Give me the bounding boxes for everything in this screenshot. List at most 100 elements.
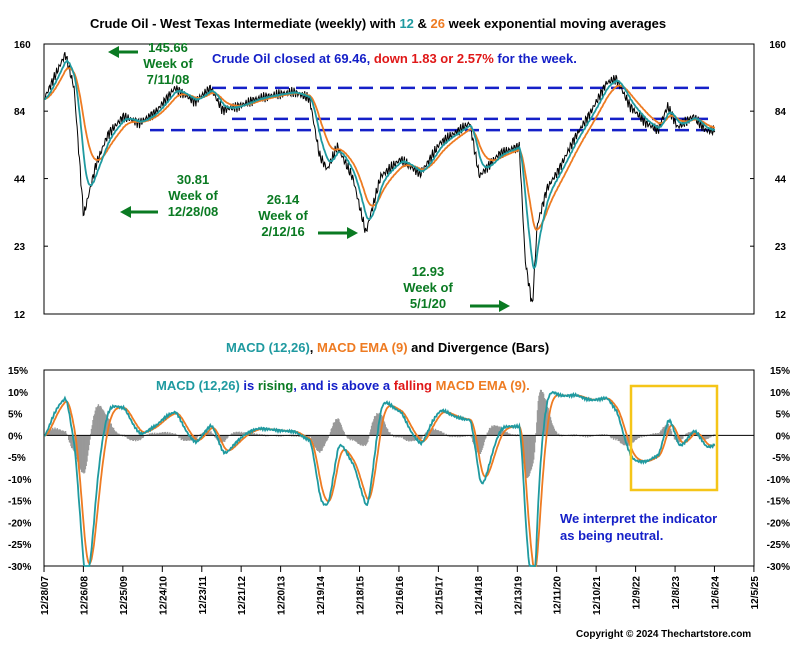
price-tick-label: 160	[14, 40, 31, 51]
divergence-bar	[363, 435, 365, 445]
divergence-bar	[308, 435, 310, 438]
divergence-bar	[635, 435, 637, 440]
divergence-bar	[74, 435, 77, 453]
divergence-bar	[453, 435, 456, 437]
divergence-bar	[620, 435, 622, 444]
divergence-bar	[233, 432, 236, 436]
divergence-bar	[106, 415, 108, 436]
divergence-bar	[435, 430, 437, 436]
divergence-bar	[488, 427, 491, 436]
divergence-bar	[318, 435, 320, 452]
divergence-bar	[334, 422, 336, 436]
divergence-bar	[407, 435, 409, 441]
divergence-bar	[707, 435, 709, 439]
divergence-bar	[603, 434, 606, 436]
divergence-bar	[396, 435, 398, 437]
divergence-bar	[367, 435, 370, 439]
divergence-bar	[64, 431, 67, 436]
divergence-bar	[614, 435, 616, 439]
divergence-bar	[126, 435, 128, 439]
divergence-bar	[133, 435, 135, 440]
divergence-bar	[169, 432, 171, 436]
divergence-bar	[687, 432, 689, 436]
divergence-bar	[640, 435, 642, 437]
divergence-bar	[64, 431, 66, 436]
divergence-bar	[71, 435, 73, 449]
divergence-bar	[697, 435, 699, 437]
annotation-low-2016: 26.14 Week of 2/12/16	[258, 192, 308, 239]
divergence-bar	[411, 435, 413, 442]
divergence-bar	[114, 431, 116, 436]
divergence-bar	[448, 435, 450, 437]
divergence-bar	[542, 393, 545, 436]
divergence-bar	[619, 435, 621, 442]
divergence-bar	[387, 431, 389, 436]
divergence-bar	[52, 427, 54, 436]
price-series	[44, 52, 716, 303]
macd-tick-label: -25%	[8, 540, 31, 551]
divergence-bar	[454, 435, 456, 438]
macd-tick-label: -30%	[767, 562, 790, 573]
macd-tick-label: 0%	[776, 431, 791, 442]
divergence-bar	[666, 425, 668, 436]
divergence-bar	[329, 432, 332, 436]
divergence-bar	[149, 433, 151, 436]
divergence-bar	[140, 435, 142, 440]
divergence-bar	[457, 435, 460, 437]
divergence-bar	[226, 435, 228, 439]
divergence-bar	[99, 406, 101, 436]
divergence-bar	[102, 409, 104, 436]
divergence-bar	[347, 435, 349, 439]
divergence-bar	[469, 435, 472, 437]
divergence-bar	[166, 431, 169, 436]
divergence-bar	[385, 427, 387, 436]
divergence-bar	[362, 435, 364, 447]
divergence-bar	[134, 435, 136, 441]
date-tick-label: 12/26/08	[79, 576, 90, 615]
divergence-bar	[484, 435, 486, 440]
divergence-bar	[235, 431, 237, 436]
divergence-bar	[549, 415, 551, 436]
divergence-bar	[370, 425, 373, 436]
divergence-bar	[412, 435, 414, 441]
divergence-bar	[507, 433, 509, 436]
divergence-bar	[617, 435, 619, 441]
divergence-bar	[162, 432, 164, 436]
divergence-bar	[638, 435, 640, 439]
divergence-bar	[606, 434, 608, 436]
divergence-bar	[128, 435, 131, 440]
divergence-bar	[233, 432, 235, 436]
divergence-bars	[44, 389, 754, 479]
divergence-bar	[404, 435, 406, 439]
divergence-bar	[383, 422, 386, 436]
divergence-bar	[393, 435, 395, 438]
divergence-bar	[389, 432, 391, 436]
divergence-bar	[115, 431, 117, 436]
divergence-bar	[200, 433, 202, 436]
divergence-bar	[131, 435, 134, 441]
divergence-bar	[83, 435, 85, 474]
divergence-bar	[160, 433, 163, 436]
date-tick-label: 12/8/23	[671, 576, 682, 610]
divergence-bar	[652, 433, 654, 436]
divergence-bar	[265, 435, 267, 437]
ema12-line	[44, 59, 716, 270]
divergence-bar	[708, 435, 711, 437]
divergence-bar	[112, 427, 115, 436]
divergence-bar	[533, 435, 535, 460]
divergence-bar	[232, 433, 234, 436]
divergence-bar	[94, 410, 96, 436]
divergence-bar	[135, 435, 138, 440]
divergence-bar	[87, 435, 89, 456]
divergence-bar	[431, 430, 433, 436]
divergence-bar	[402, 435, 404, 437]
divergence-bar	[628, 435, 631, 444]
divergence-bar	[638, 435, 641, 438]
divergence-bar	[353, 435, 355, 440]
divergence-bar	[92, 420, 94, 436]
divergence-bar	[682, 435, 684, 439]
divergence-bar	[338, 421, 341, 436]
divergence-bar	[545, 400, 547, 436]
divergence-bar	[106, 418, 109, 436]
divergence-bar	[440, 431, 443, 436]
